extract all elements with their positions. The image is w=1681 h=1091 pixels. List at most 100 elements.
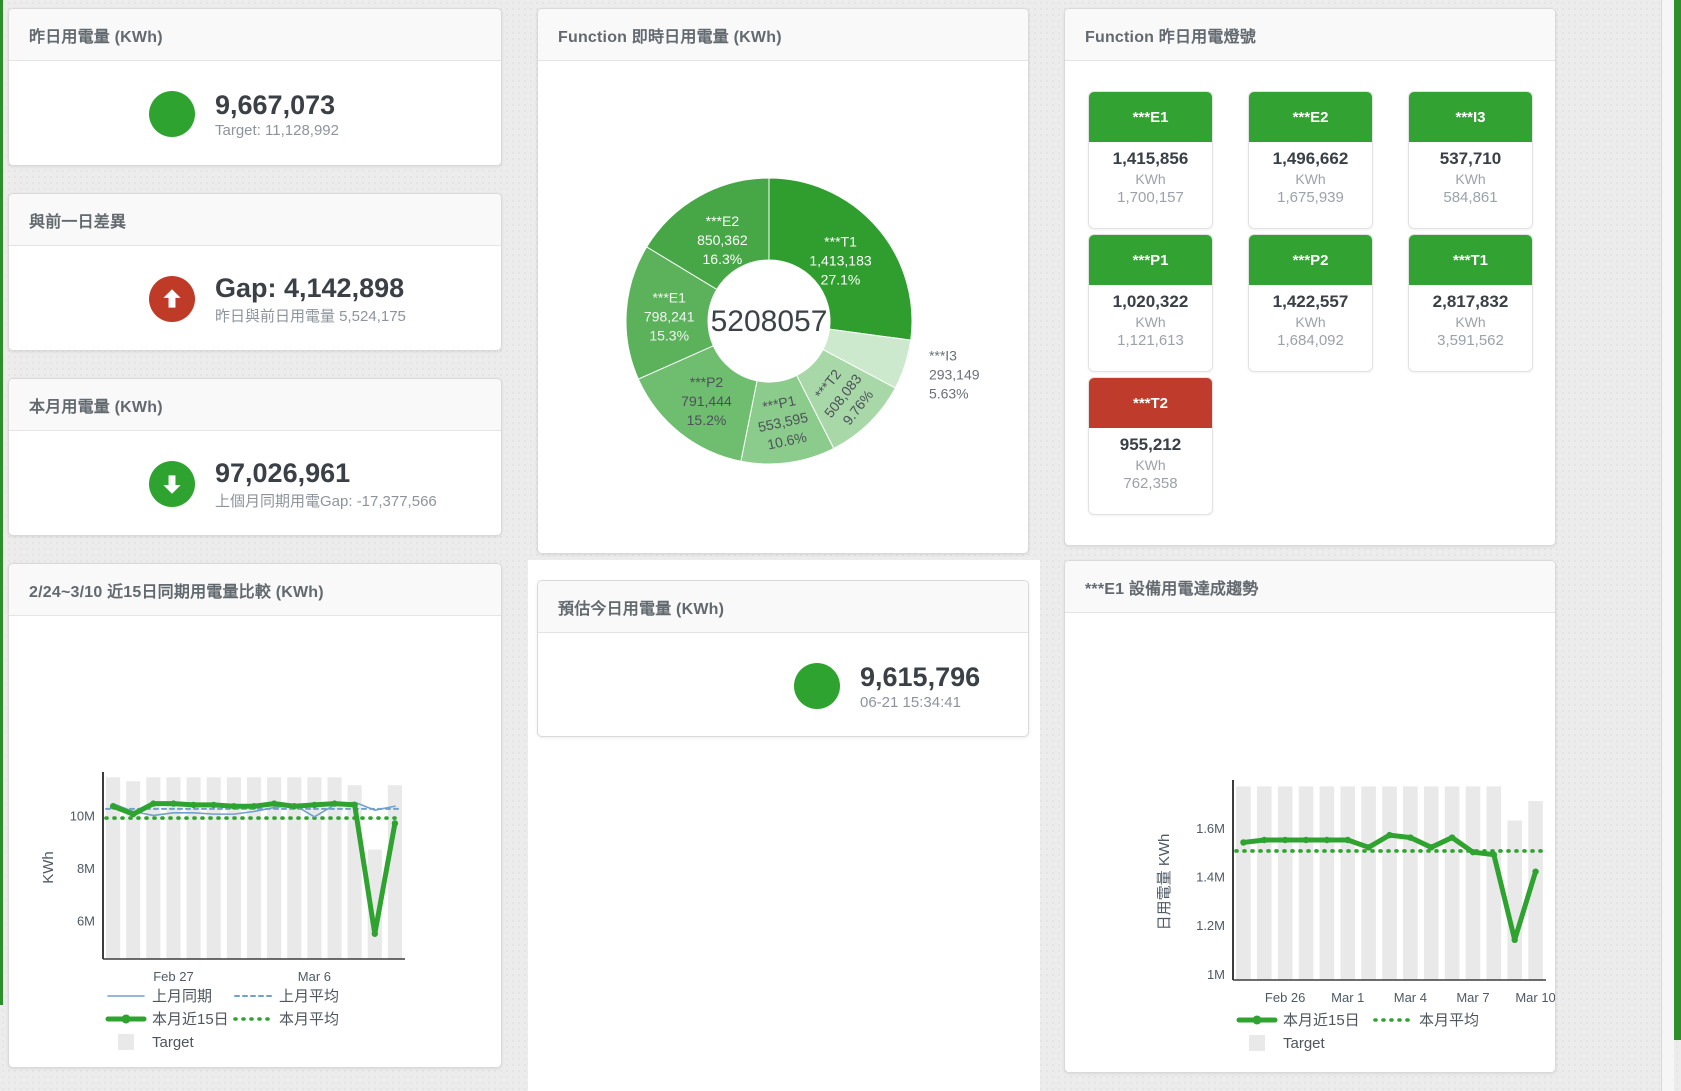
light-tile-target: 1,700,157 bbox=[1117, 189, 1184, 206]
panel-header: 2/24~3/10 近15日同期用電量比較 (KWh) bbox=[9, 564, 501, 616]
panel-lights: Function 昨日用電燈號 ***E1 1,415,856 KWh 1,700,1… bbox=[1064, 8, 1556, 546]
pie-slice-P2[interactable]: ***P2 791,444 15.2% bbox=[637, 345, 758, 462]
month-usage-gap: 上個月同期用電Gap: -17,377,566 bbox=[215, 492, 437, 510]
pie-slice-label: ***E1 798,241 15.3% bbox=[644, 290, 695, 344]
legend-item[interactable]: Target bbox=[1249, 1035, 1326, 1052]
light-tile-E2: ***E2 1,496,662 KWh 1,675,939 bbox=[1248, 91, 1373, 229]
target-bar bbox=[387, 785, 402, 959]
target-bar bbox=[166, 777, 181, 959]
right-edge-strip bbox=[1674, 0, 1681, 1040]
target-bar bbox=[1528, 801, 1543, 980]
pie-slice-I3[interactable]: ***I3 293,149 5.63% bbox=[822, 328, 980, 401]
light-tile-target: 3,591,562 bbox=[1437, 332, 1504, 349]
target-bar bbox=[1423, 786, 1439, 980]
y-tick-label: 1.6M bbox=[1196, 821, 1225, 836]
legend-item[interactable]: 本月平均 bbox=[1373, 1012, 1479, 1029]
light-tile-unit: KWh bbox=[1135, 314, 1166, 330]
panel-forecast-today: 預估今日用電量 (KWh) 9,615,796 06-21 15:34:41 bbox=[537, 580, 1029, 737]
target-bar bbox=[1507, 820, 1523, 980]
panel-header: 與前一日差異 bbox=[9, 194, 501, 246]
light-tile-unit: KWh bbox=[1295, 314, 1326, 330]
legend-item-label: 本月平均 bbox=[279, 1011, 339, 1028]
target-bar bbox=[1256, 786, 1272, 980]
legend-item-label: 本月近15日 bbox=[152, 1011, 229, 1028]
e1-trend-chart[interactable]: 1M 1.2M 1.4M 1.6M Feb 26 Mar 1 Mar 4 Mar 7 Mar 1… bbox=[1065, 613, 1556, 1073]
forecast-value: 9,615,796 bbox=[860, 661, 981, 692]
light-tile-E1: ***E1 1,415,856 KWh 1,700,157 bbox=[1088, 91, 1213, 229]
panel-realtime-pie: Function 即時日用電量 (KWh) ***T1 1,413,183 27.1… bbox=[537, 8, 1029, 554]
legend-item-label: 上月同期 bbox=[152, 988, 212, 1005]
panel-compare-chart: 2/24~3/10 近15日同期用電量比較 (KWh) 6M 8M 10M Feb 2… bbox=[8, 563, 502, 1068]
target-bar bbox=[1403, 786, 1418, 980]
pie-slice-label: ***T1 1,413,183 27.1% bbox=[809, 233, 871, 287]
pie-slice-label: ***E2 850,362 16.3% bbox=[697, 213, 748, 267]
x-tick-label: Mar 6 bbox=[298, 969, 331, 984]
target-bar bbox=[1319, 786, 1335, 980]
legend-item-label: 上月平均 bbox=[279, 988, 339, 1005]
light-tile-target: 1,675,939 bbox=[1277, 189, 1344, 206]
y-tick-label: 1M bbox=[1207, 967, 1225, 982]
legend-item-label: Target bbox=[1283, 1035, 1326, 1052]
pie-slice-P1[interactable]: ***P1553,59510.6% bbox=[740, 374, 835, 465]
light-tile-T1: ***T1 2,817,832 KWh 3,591,562 bbox=[1408, 234, 1533, 372]
panel-header: 昨日用電量 (KWh) bbox=[9, 9, 501, 61]
pie-slice-E2[interactable]: ***E2 850,362 16.3% bbox=[646, 177, 770, 291]
target-bar bbox=[206, 777, 221, 959]
light-tile-value: 1,415,856 bbox=[1112, 149, 1189, 168]
light-tile-unit: KWh bbox=[1455, 171, 1486, 187]
legend-item[interactable]: 上月平均 bbox=[234, 988, 339, 1005]
legend-item[interactable]: 本月平均 bbox=[233, 1011, 339, 1028]
realtime-donut-chart[interactable]: ***T1 1,413,183 27.1%***I3 293,149 5.63%***T… bbox=[538, 61, 1029, 554]
x-tick-label: Mar 10 bbox=[1515, 990, 1555, 1005]
scrollbar[interactable] bbox=[1661, 0, 1674, 1091]
light-tile-target: 1,684,092 bbox=[1277, 332, 1344, 349]
target-bar bbox=[367, 849, 382, 959]
target-bar bbox=[1340, 786, 1356, 980]
target-bar bbox=[106, 777, 121, 959]
light-tile-value: 1,020,322 bbox=[1112, 292, 1189, 311]
panel-month-usage: 本月用電量 (KWh) 97,026,961 上個月同期用電Gap: -17,3… bbox=[8, 378, 502, 536]
light-tile-header: ***P2 bbox=[1249, 235, 1372, 285]
target-bar bbox=[186, 777, 201, 959]
target-bar bbox=[1486, 786, 1502, 980]
pie-slice-E1[interactable]: ***E1 798,241 15.3% bbox=[625, 246, 718, 380]
yesterday-usage-target: Target: 11,128,992 bbox=[215, 121, 339, 139]
legend-item[interactable]: 上月同期 bbox=[107, 988, 212, 1005]
target-bar bbox=[307, 777, 322, 959]
status-circle-icon bbox=[794, 663, 840, 709]
legend-item-label: 本月近15日 bbox=[1283, 1012, 1360, 1029]
legend-item[interactable]: 本月近15日 bbox=[105, 1011, 229, 1028]
x-tick-label: Feb 26 bbox=[1265, 990, 1305, 1005]
light-tile-target: 762,358 bbox=[1123, 475, 1178, 492]
y-axis-label: KWh bbox=[40, 851, 57, 884]
legend-item[interactable]: 本月近15日 bbox=[1236, 1012, 1360, 1029]
light-tile-header: ***P1 bbox=[1089, 235, 1212, 285]
light-tile-target: 584,861 bbox=[1443, 189, 1498, 206]
panel-title: 本月用電量 (KWh) bbox=[29, 398, 163, 416]
month-usage-value: 97,026,961 bbox=[215, 457, 351, 488]
light-tile-header: ***E1 bbox=[1089, 92, 1212, 142]
target-bar bbox=[327, 777, 342, 959]
left-edge-strip bbox=[0, 0, 3, 1005]
panel-title: Function 昨日用電燈號 bbox=[1085, 28, 1256, 46]
pie-slice-T1[interactable]: ***T1 1,413,183 27.1% bbox=[768, 177, 913, 341]
light-tile-body: 1,415,856 KWh 1,700,157 bbox=[1089, 142, 1212, 206]
legend-item-label: Target bbox=[152, 1034, 195, 1051]
light-tile-value: 2,817,832 bbox=[1432, 292, 1509, 311]
light-tiles-grid: ***E1 1,415,856 KWh 1,700,157 ***E2 1,496,662… bbox=[1065, 61, 1555, 515]
y-tick-label: 10M bbox=[70, 808, 95, 823]
light-tile-body: 537,710 KWh 584,861 bbox=[1409, 142, 1532, 206]
light-tile-unit: KWh bbox=[1455, 314, 1486, 330]
light-tile-header: ***E2 bbox=[1249, 92, 1372, 142]
status-circle-icon bbox=[149, 91, 195, 137]
x-tick-label: Mar 1 bbox=[1331, 990, 1364, 1005]
panel-header: 本月用電量 (KWh) bbox=[9, 379, 501, 431]
panel-title: Function 即時日用電量 (KWh) bbox=[558, 28, 782, 46]
panel-header: 預估今日用電量 (KWh) bbox=[538, 581, 1028, 633]
legend-item-label: 本月平均 bbox=[1419, 1012, 1479, 1029]
target-bar bbox=[267, 777, 282, 959]
light-tile-body: 1,496,662 KWh 1,675,939 bbox=[1249, 142, 1372, 206]
legend-item[interactable]: Target bbox=[118, 1034, 195, 1051]
